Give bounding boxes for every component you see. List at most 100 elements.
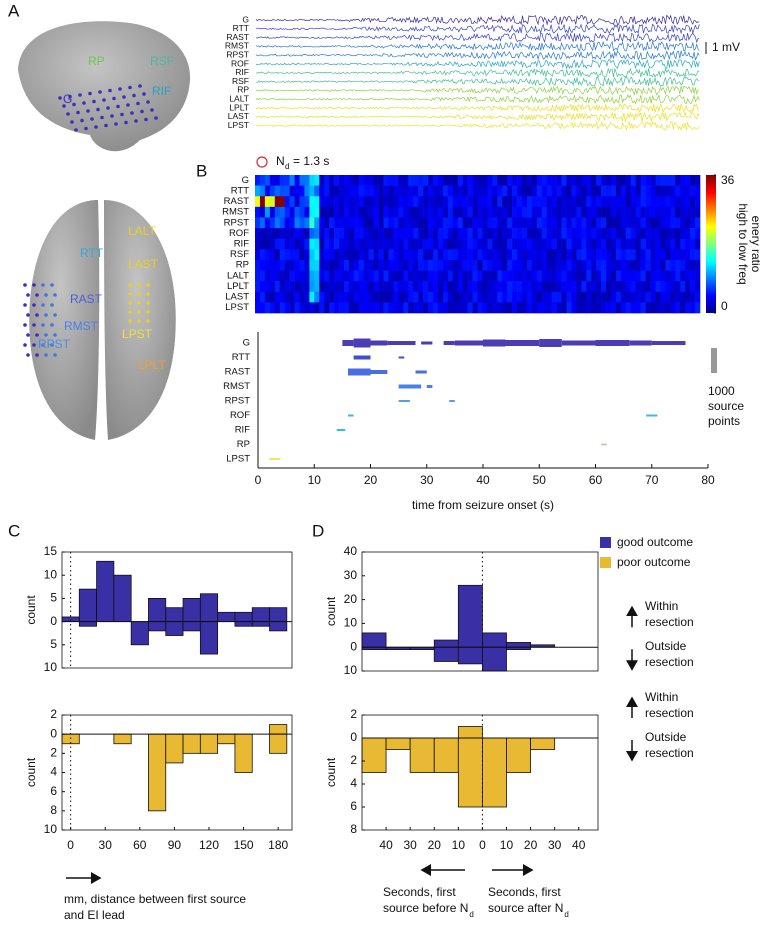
heatmap-cell	[606, 281, 612, 293]
heatmap-cell	[541, 228, 548, 239]
heatmap-cell	[566, 206, 572, 218]
heatmap-cell	[457, 270, 463, 282]
heatmap-cell	[329, 302, 335, 314]
heatmap-cell	[472, 206, 478, 218]
heatmap-cell	[640, 206, 646, 218]
source-blob	[505, 340, 540, 346]
heatmap-cell	[255, 302, 261, 314]
y-tick-label: 40	[344, 544, 358, 558]
electrode	[68, 94, 72, 99]
heatmap-cell	[368, 281, 374, 293]
heatmap-cell	[373, 217, 379, 229]
heatmap-cell	[398, 270, 404, 282]
heatmap-cell	[353, 249, 360, 261]
heatmap-cell	[482, 217, 488, 229]
heatmap-cell	[601, 281, 607, 293]
heatmap-cell	[695, 185, 701, 197]
electrode	[137, 283, 141, 287]
heatmap-cell	[571, 217, 577, 229]
heatmap-cell	[299, 185, 305, 197]
eeg-trace	[255, 67, 700, 79]
heatmap-cell	[591, 302, 597, 314]
source-row-label: RPST	[225, 396, 251, 407]
heatmap-cell	[502, 302, 508, 314]
heatmap-cell	[259, 281, 266, 293]
heatmap-cell	[447, 185, 454, 197]
heatmap-cell	[363, 238, 370, 250]
heatmap-cell	[467, 291, 473, 303]
heatmap-cell	[561, 175, 567, 186]
heatmap-cell	[353, 270, 360, 282]
heatmap-cell	[517, 302, 523, 314]
heatmap-cell	[378, 281, 384, 293]
heatmap-cell	[551, 270, 557, 282]
heatmap-cell	[264, 238, 271, 250]
heatmap-cell	[670, 302, 676, 314]
x-axis-label: mm, distance between first source	[64, 892, 246, 906]
heatmap-cell	[398, 291, 404, 303]
heatmap-cell	[611, 206, 617, 218]
heatmap-cell	[363, 206, 370, 218]
heatmap-cell	[344, 270, 350, 282]
heatmap-cell	[368, 206, 374, 218]
heatmap-cell	[670, 175, 676, 186]
heatmap-cell	[457, 238, 463, 250]
heatmap-cell	[596, 196, 602, 208]
source-blob	[449, 400, 455, 402]
heatmap-cell	[625, 270, 632, 282]
heatmap-cell	[348, 185, 355, 197]
heatmap-cell	[645, 259, 651, 271]
legend-swatch	[600, 537, 611, 548]
heatmap-cell	[581, 281, 587, 293]
heatmap-cell	[571, 259, 577, 271]
heatmap-cell	[279, 175, 285, 186]
electrode	[138, 84, 142, 88]
nd-marker	[256, 156, 268, 168]
heatmap-cell	[358, 281, 365, 293]
heatmap-cell	[531, 228, 538, 239]
bar-outside	[269, 733, 288, 754]
source-blob	[370, 340, 388, 346]
heatmap-cell	[546, 249, 552, 261]
heatmap-cell	[324, 196, 330, 208]
heatmap-cell	[314, 196, 320, 208]
heatmap-cell	[635, 291, 641, 303]
y-tick-label: 2	[350, 707, 357, 721]
heatmap-cell	[606, 291, 612, 303]
heatmap-cell	[576, 302, 582, 314]
heatmap-cell	[477, 249, 483, 261]
heatmap-cell	[517, 270, 523, 282]
heatmap-cell	[675, 259, 681, 271]
heatmap-cell	[596, 259, 602, 271]
heatmap-cell	[255, 249, 261, 261]
heatmap-cell	[423, 175, 429, 186]
heatmap-cell	[551, 238, 557, 250]
x-tick-label: 10	[500, 838, 514, 852]
y-tick-label: 0	[350, 639, 357, 653]
heatmap-cell	[680, 249, 686, 261]
heatmap-cell	[393, 238, 399, 250]
heatmap-cell	[408, 259, 414, 271]
heatmap-cell	[640, 302, 646, 314]
heatmap-cell	[255, 228, 261, 239]
heatmap-cell	[358, 217, 365, 229]
heatmap-cell	[309, 217, 315, 229]
heatmap-cell	[314, 249, 320, 261]
heatmap-cell	[433, 281, 439, 293]
heatmap-cell	[522, 206, 528, 218]
heatmap-cell	[462, 259, 468, 271]
electrode	[26, 293, 30, 297]
heatmap-cell	[304, 228, 310, 239]
heatmap-cell	[433, 206, 439, 218]
electrode	[41, 343, 45, 347]
heatmap-cell	[437, 217, 444, 229]
heatmap-cell	[531, 281, 538, 293]
heatmap-cell	[472, 238, 478, 250]
heatmap-cell	[606, 217, 612, 229]
scale-label: 1 mV	[712, 40, 740, 54]
heatmap-cell	[314, 228, 320, 239]
source-scale-label: source	[708, 399, 744, 413]
colorbar-tick-label: 36	[721, 173, 735, 187]
brain-label: RIF	[152, 84, 171, 98]
heatmap-cell	[418, 270, 424, 282]
